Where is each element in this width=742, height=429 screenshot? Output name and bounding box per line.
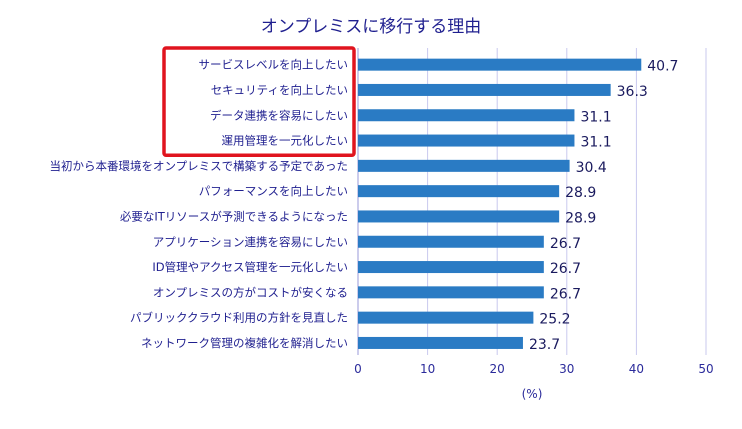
gridlines <box>357 48 707 355</box>
category-label: データ連携を容易にしたい <box>210 108 348 122</box>
value-label: 28.9 <box>565 185 596 201</box>
bar <box>358 134 575 147</box>
x-axis-label: (%) <box>522 387 543 401</box>
value-label: 26.7 <box>550 286 581 302</box>
category-label: サービスレベルを向上したい <box>199 58 349 72</box>
category-label: パブリッククラウド利用の方針を見直した <box>130 311 348 325</box>
bar <box>358 58 642 71</box>
x-tick-label: 50 <box>698 362 713 376</box>
value-labels: 40.7 36.3 31.1 31.1 30.4 28.9 28.9 26.7 26.7 26.7… <box>529 59 678 353</box>
bar <box>358 336 523 349</box>
category-label: パフォーマンスを向上したい <box>199 184 348 198</box>
bar <box>358 235 544 248</box>
x-tick-label: 30 <box>559 362 574 376</box>
chart-title: オンプレミスに移行する理由 <box>261 17 482 37</box>
value-label: 28.9 <box>565 210 596 226</box>
bar <box>358 83 611 96</box>
x-tick-labels: 0 10 20 30 40 50 <box>354 362 713 376</box>
x-tick-label: 10 <box>420 362 435 376</box>
category-label: 運用管理を一元化したい <box>222 134 349 148</box>
value-label: 23.7 <box>529 337 560 353</box>
bars <box>358 58 642 349</box>
x-tick-label: 20 <box>490 362 505 376</box>
bar <box>358 261 544 274</box>
category-label: ネットワーク管理の複雑化を解消したい <box>141 336 348 350</box>
bar <box>358 159 570 172</box>
x-tick-label: 0 <box>354 362 362 376</box>
category-label: アプリケーション連携を容易にしたい <box>153 235 348 249</box>
highlight-box <box>162 46 356 157</box>
bar <box>358 311 534 324</box>
bar <box>358 185 560 198</box>
bar <box>358 210 560 223</box>
value-label: 26.7 <box>550 261 581 277</box>
value-label: 31.1 <box>580 135 611 151</box>
value-label: 25.2 <box>539 312 570 328</box>
bar <box>358 286 544 299</box>
category-label: 当初から本番環境をオンプレミスで構築する予定であった <box>49 159 348 173</box>
category-labels: サービスレベルを向上したいセキュリティを向上したいデータ連携を容易にしたい運用管… <box>49 58 348 350</box>
category-label: ID管理やアクセス管理を一元化したい <box>152 260 348 274</box>
value-label: 31.1 <box>580 109 611 125</box>
category-label: オンプレミスの方がコストが安くなる <box>153 285 348 299</box>
value-label: 30.4 <box>576 160 607 176</box>
x-tick-label: 40 <box>629 362 644 376</box>
category-label: 必要なITリソースが予測できるようになった <box>120 209 348 223</box>
value-label: 40.7 <box>647 59 678 75</box>
value-label: 36.3 <box>617 84 648 100</box>
bar <box>358 109 575 122</box>
category-label: セキュリティを向上したい <box>211 83 348 97</box>
value-label: 26.7 <box>550 236 581 252</box>
